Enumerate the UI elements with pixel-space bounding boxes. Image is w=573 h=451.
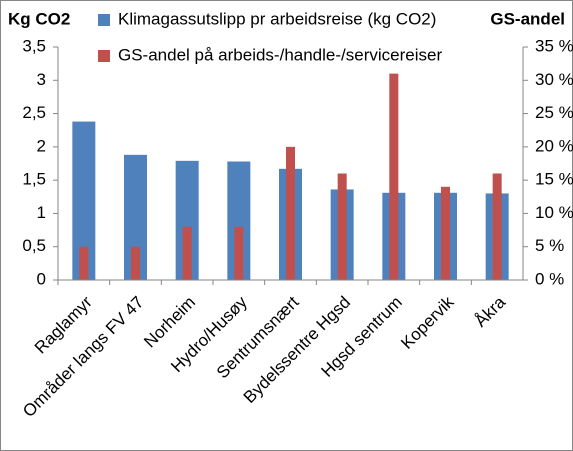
- y2-axis-label: GS-andel: [490, 9, 565, 28]
- bar: [72, 121, 96, 280]
- bar: [234, 226, 244, 280]
- bar: [227, 161, 251, 280]
- y-tick-label: 3: [37, 70, 46, 89]
- y2-tick-label: 15 %: [535, 170, 573, 189]
- y2-tick-label: 10 %: [535, 203, 573, 222]
- y-tick-label: 1,5: [22, 170, 46, 189]
- bar: [492, 173, 502, 280]
- y2-tick-label: 30 %: [535, 70, 573, 89]
- y-tick-label: 2,5: [22, 103, 46, 122]
- legend-label: GS-andel på arbeids-/handle-/servicereis…: [118, 45, 442, 64]
- y-tick-label: 2: [37, 136, 46, 155]
- y2-tick-label: 5 %: [535, 236, 564, 255]
- y2-tick-label: 20 %: [535, 136, 573, 155]
- y-axis-label: Kg CO2: [8, 9, 70, 28]
- y2-tick-label: 25 %: [535, 103, 573, 122]
- bar: [124, 154, 147, 280]
- legend-swatch: [98, 50, 110, 62]
- bar: [175, 160, 199, 280]
- bar: [79, 246, 89, 280]
- y-tick-label: 0: [37, 269, 46, 288]
- y2-tick-label: 0 %: [535, 269, 564, 288]
- y-tick-label: 3,5: [22, 36, 46, 55]
- legend-label: Klimagassutslipp pr arbeidsreise (kg CO2…: [118, 9, 436, 28]
- bar: [131, 246, 140, 280]
- legend-swatch: [98, 14, 110, 26]
- y2-tick-label: 35 %: [535, 36, 573, 55]
- bar: [337, 173, 347, 280]
- bar: [389, 73, 399, 280]
- bar: [182, 226, 192, 280]
- bar: [286, 146, 295, 280]
- y-tick-label: 0,5: [22, 236, 46, 255]
- bar: [441, 186, 450, 280]
- y-tick-label: 1: [37, 203, 46, 222]
